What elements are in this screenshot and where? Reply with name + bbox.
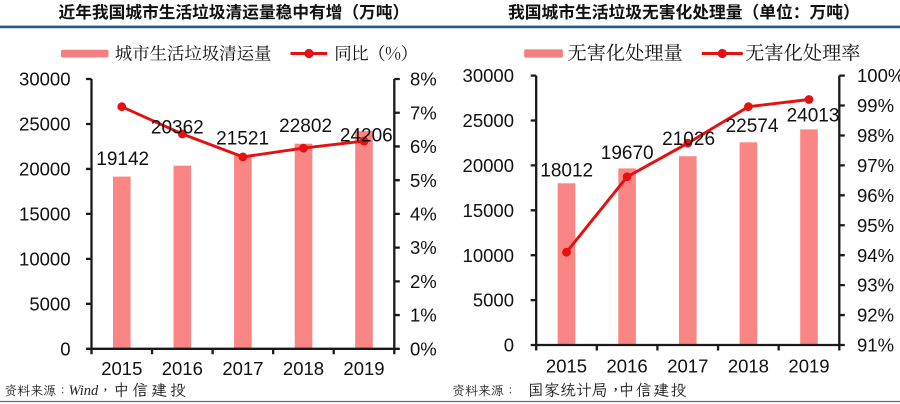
svg-text:2017: 2017 [667,356,708,377]
svg-text:25000: 25000 [463,110,514,131]
svg-text:15000: 15000 [463,200,514,221]
svg-text:18012: 18012 [540,160,593,181]
svg-text:5000: 5000 [29,293,70,314]
svg-text:95%: 95% [857,215,894,236]
svg-text:20000: 20000 [19,159,70,180]
svg-text:5%: 5% [410,170,437,191]
svg-text:3%: 3% [410,237,437,258]
svg-text:98%: 98% [857,125,894,146]
svg-text:7%: 7% [410,102,437,123]
svg-text:4%: 4% [410,204,437,225]
svg-text:1%: 1% [410,305,437,326]
svg-text:92%: 92% [857,305,894,326]
svg-text:30000: 30000 [463,65,514,86]
svg-text:25000: 25000 [19,114,70,135]
svg-text:2016: 2016 [162,358,203,379]
svg-text:0: 0 [60,338,70,359]
svg-text:30000: 30000 [19,69,70,90]
svg-text:96%: 96% [857,185,894,206]
svg-text:2018: 2018 [728,356,769,377]
svg-text:94%: 94% [857,245,894,266]
svg-text:22574: 22574 [726,116,779,137]
svg-text:2015: 2015 [546,356,587,377]
svg-text:10000: 10000 [19,249,70,270]
svg-text:2015: 2015 [101,358,142,379]
svg-text:21026: 21026 [662,129,715,150]
svg-text:8%: 8% [410,69,437,90]
svg-text:24013: 24013 [787,106,840,127]
svg-text:99%: 99% [857,95,894,116]
svg-text:6%: 6% [410,136,437,157]
svg-text:2019: 2019 [343,358,384,379]
svg-text:19670: 19670 [601,143,654,164]
svg-text:2%: 2% [410,271,437,292]
svg-text:0: 0 [504,335,514,356]
svg-text:91%: 91% [857,335,894,356]
svg-text:19142: 19142 [96,149,149,170]
svg-text:21521: 21521 [216,129,269,150]
svg-text:5000: 5000 [473,290,514,311]
svg-text:15000: 15000 [19,204,70,225]
svg-text:24206: 24206 [340,126,393,147]
svg-text:10000: 10000 [463,245,514,266]
svg-text:20000: 20000 [463,155,514,176]
svg-text:100%: 100% [857,65,900,86]
svg-text:93%: 93% [857,275,894,296]
svg-text:97%: 97% [857,155,894,176]
svg-text:2016: 2016 [607,356,648,377]
svg-text:2017: 2017 [222,358,263,379]
svg-text:2018: 2018 [283,358,324,379]
svg-text:22802: 22802 [279,116,332,137]
svg-text:0%: 0% [410,338,437,359]
svg-text:Wind: Wind [69,383,100,399]
svg-text:20362: 20362 [151,118,204,139]
svg-text:2019: 2019 [788,356,829,377]
